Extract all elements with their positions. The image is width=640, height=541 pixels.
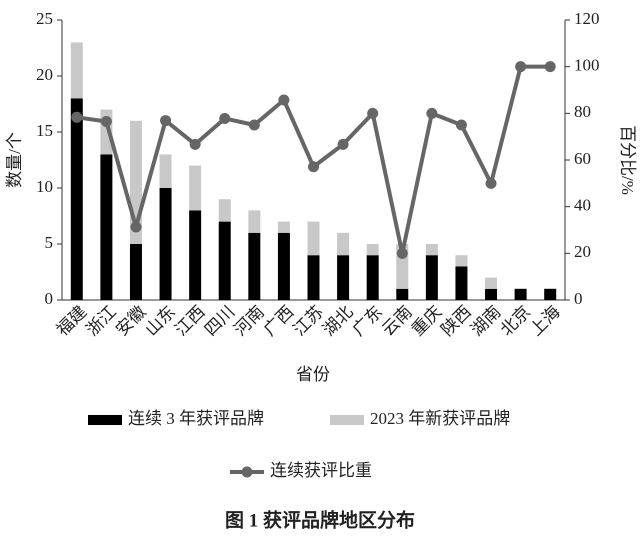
x-tick-label: 安徽 (112, 302, 149, 339)
x-axis-label: 省份 (296, 365, 330, 384)
legend-label: 连续 3 年获评品牌 (128, 409, 264, 428)
x-tick-label: 河南 (230, 302, 267, 339)
x-tick-label: 北京 (497, 302, 534, 339)
bar (455, 266, 468, 300)
y2-tick-label: 20 (574, 242, 591, 261)
chart-title: 图 1 获评品牌地区分布 (225, 508, 415, 531)
y-tick-label: 15 (36, 121, 53, 140)
line-marker (160, 115, 172, 127)
y-tick-label: 5 (45, 233, 54, 252)
bar (277, 221, 290, 233)
y-axis-label: 数量/个 (5, 132, 24, 188)
line-marker (367, 107, 379, 119)
bar (337, 255, 350, 300)
x-tick-label: 江西 (171, 302, 208, 339)
bar (248, 210, 261, 233)
line-marker (426, 107, 438, 119)
y2-tick-label: 60 (574, 149, 591, 168)
bar (425, 244, 438, 256)
legend-swatch (88, 415, 122, 425)
x-tick-label: 陕西 (438, 302, 475, 339)
bar (307, 255, 320, 300)
x-tick-label: 福建 (53, 302, 90, 339)
bar (70, 42, 83, 99)
line-marker (455, 119, 467, 131)
y2-tick-label: 0 (574, 289, 583, 308)
bar (514, 288, 527, 300)
bar (218, 221, 231, 300)
y2-tick-label: 100 (574, 56, 600, 75)
line-marker (485, 177, 497, 189)
line-marker (515, 61, 527, 73)
x-tick-label: 浙江 (82, 302, 119, 339)
y-tick-label: 10 (36, 177, 53, 196)
bar (366, 255, 379, 300)
x-tick-label: 上海 (526, 302, 563, 339)
line-marker (248, 119, 260, 131)
legend-label: 连续获评比重 (270, 461, 372, 480)
bar (159, 188, 172, 300)
bar (159, 154, 172, 188)
x-tick-label: 湖北 (319, 302, 356, 339)
bar (455, 255, 468, 267)
x-tick-label: 重庆 (408, 302, 445, 339)
y-tick-label: 0 (45, 289, 54, 308)
bar (366, 244, 379, 256)
bar (485, 277, 498, 289)
line-marker (189, 138, 201, 150)
bar (218, 199, 231, 222)
bar (189, 165, 202, 211)
x-tick-label: 云南 (378, 302, 415, 339)
bar (544, 288, 557, 300)
y2-tick-label: 80 (574, 102, 591, 121)
legend-label: 2023 年新获评品牌 (370, 409, 510, 428)
bar (307, 221, 320, 256)
x-tick-label: 湖南 (467, 302, 504, 339)
line-marker (100, 116, 112, 127)
y-tick-label: 25 (36, 9, 53, 28)
bar (100, 154, 113, 300)
line-marker (130, 221, 142, 233)
bar (277, 232, 290, 300)
bar (248, 232, 261, 300)
y2-tick-label: 120 (574, 9, 600, 28)
bar (129, 244, 142, 300)
bar (396, 288, 409, 300)
bar (425, 255, 438, 300)
line-marker (337, 138, 349, 150)
bar (189, 210, 202, 300)
line-marker (544, 61, 556, 73)
legend-swatch (330, 415, 364, 425)
y2-tick-label: 40 (574, 196, 591, 215)
bar (337, 232, 350, 256)
y2-axis-label: 百分比/% (618, 125, 637, 195)
x-tick-label: 广西 (260, 302, 297, 339)
line-marker (308, 161, 319, 173)
x-tick-label: 广东 (349, 302, 386, 339)
bar (485, 288, 498, 300)
x-tick-label: 江苏 (290, 302, 327, 339)
line-marker (71, 111, 83, 123)
x-tick-label: 山东 (142, 302, 179, 339)
bar (70, 98, 83, 301)
y-tick-label: 20 (36, 65, 53, 84)
legend-swatch (241, 466, 253, 478)
x-tick-label: 四川 (201, 302, 238, 339)
line-marker (278, 94, 290, 106)
line-marker (219, 112, 231, 124)
line-marker (396, 247, 408, 259)
